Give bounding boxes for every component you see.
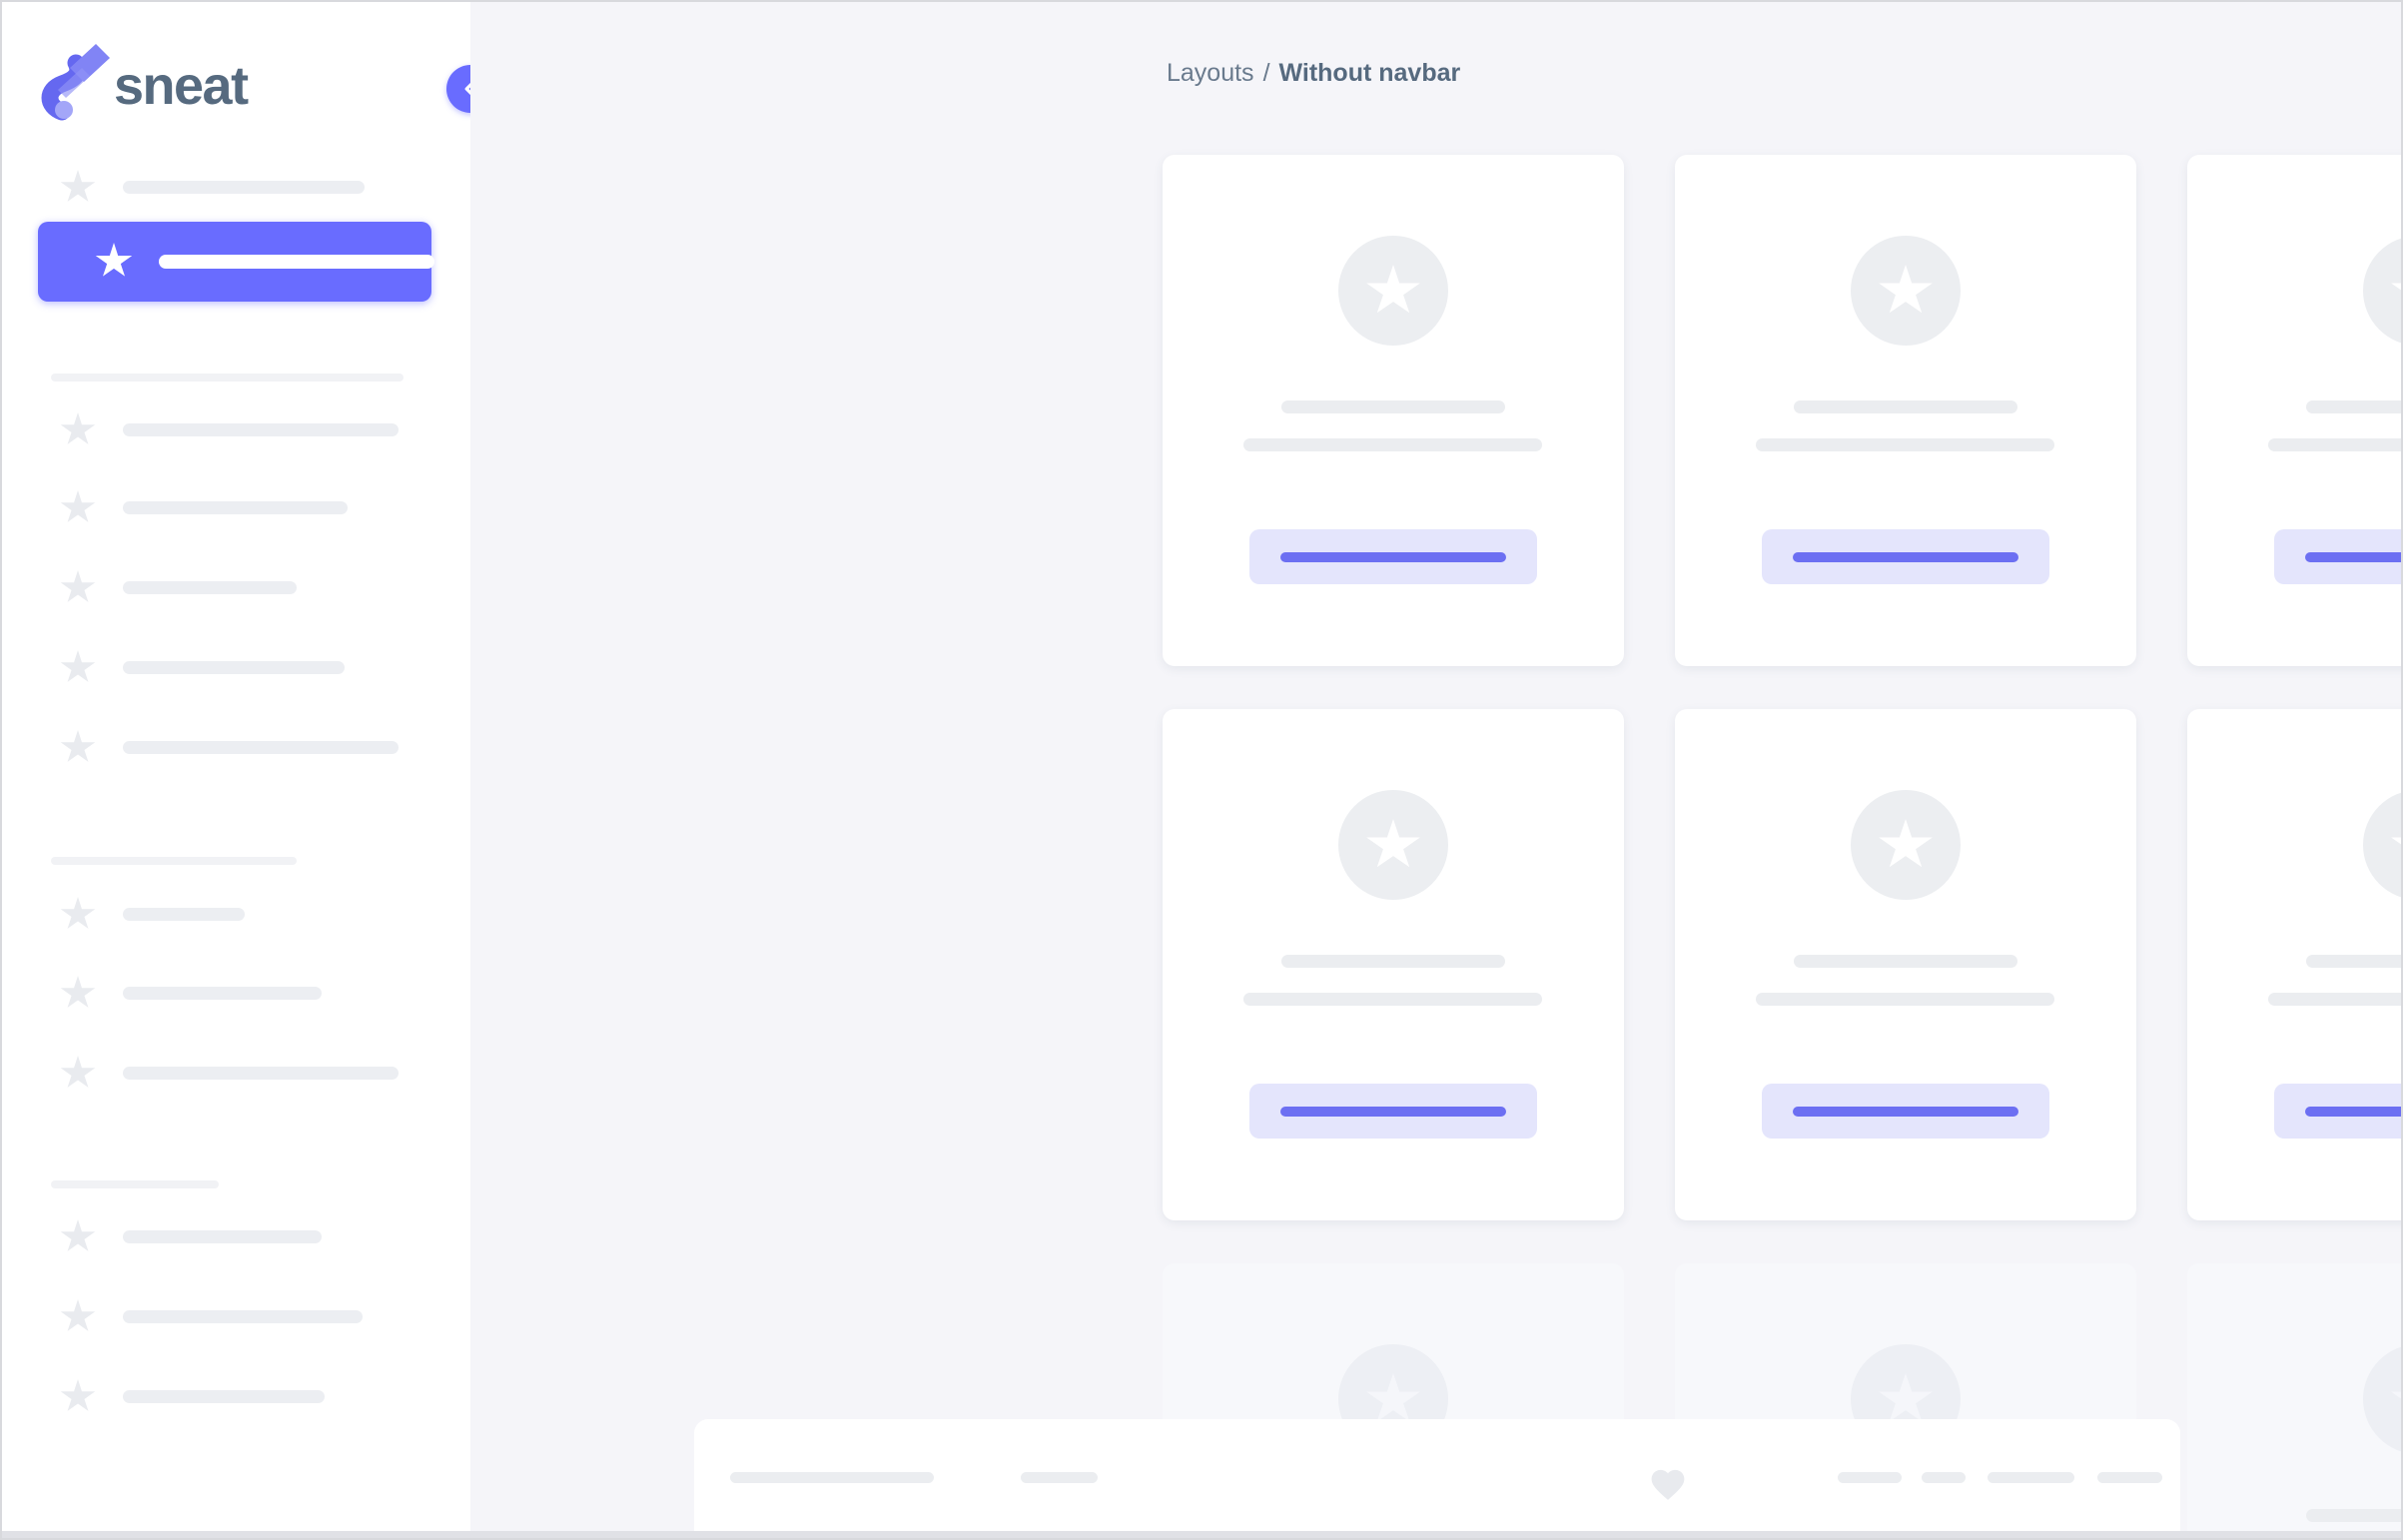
avatar-circle [1851, 236, 1961, 346]
text-line-placeholder [2268, 438, 2401, 451]
text-line-placeholder [1243, 438, 1542, 451]
main-content: Layouts / Without navbar [470, 2, 2401, 1538]
breadcrumb-section-link[interactable]: Layouts [1167, 59, 1254, 87]
footer-link-placeholder [1838, 1472, 1902, 1483]
menu-label-placeholder [123, 1390, 325, 1403]
sidebar: sneat [2, 2, 470, 1531]
placeholder-card [2187, 709, 2401, 1220]
star-icon [60, 976, 96, 1008]
footer-link-placeholder [1988, 1472, 2074, 1483]
menu-section-divider [51, 374, 403, 382]
menu-label-placeholder [123, 741, 399, 754]
button-label-placeholder [1280, 551, 1506, 562]
menu-label-placeholder [123, 1067, 399, 1080]
star-icon [1366, 265, 1420, 314]
avatar-circle [2363, 1344, 2401, 1454]
footer-link-placeholder [1922, 1472, 1966, 1483]
placeholder-card [1163, 155, 1624, 666]
button-label-placeholder [2305, 1106, 2401, 1117]
button-placeholder[interactable] [1762, 1084, 2049, 1139]
menu-label-placeholder [159, 255, 434, 269]
button-label-placeholder [1280, 1106, 1506, 1117]
star-icon [60, 570, 96, 602]
star-icon [60, 490, 96, 522]
avatar-circle [1338, 236, 1448, 346]
footer-text-placeholder [1021, 1472, 1098, 1483]
button-placeholder[interactable] [2274, 1084, 2401, 1139]
menu-label-placeholder [123, 908, 245, 921]
star-icon [2391, 819, 2401, 868]
sidebar-item-active[interactable] [38, 222, 434, 302]
star-icon [60, 730, 96, 762]
breadcrumb-separator: / [1262, 59, 1270, 87]
bottom-strip [2, 1531, 2401, 1538]
menu-label-placeholder [123, 581, 297, 594]
menu-label-placeholder [123, 987, 322, 1000]
footer-text-placeholder [730, 1472, 934, 1483]
placeholder-card [2187, 1263, 2401, 1538]
avatar-circle [2363, 236, 2401, 346]
star-icon [1879, 265, 1933, 314]
text-line-placeholder [1281, 955, 1505, 968]
star-icon [60, 412, 96, 444]
sneat-logo-icon [41, 44, 110, 121]
button-label-placeholder [1793, 551, 2018, 562]
menu-label-placeholder [123, 501, 348, 514]
breadcrumb-current: Without navbar [1278, 59, 1461, 87]
menu-label-placeholder [123, 661, 345, 674]
text-line-placeholder [1756, 438, 2054, 451]
star-icon [1366, 819, 1420, 868]
menu-label-placeholder [123, 423, 399, 436]
avatar-circle [2363, 790, 2401, 900]
placeholder-card [1163, 709, 1624, 1220]
menu-label-placeholder [123, 1230, 322, 1243]
star-icon [60, 1219, 96, 1251]
menu-label-placeholder [123, 181, 365, 194]
button-placeholder[interactable] [1249, 1084, 1537, 1139]
text-line-placeholder [1281, 400, 1505, 413]
page-footer [694, 1419, 2180, 1535]
menu-label-placeholder [123, 1310, 363, 1323]
text-line-placeholder [1794, 400, 2017, 413]
heart-icon [1651, 1469, 1685, 1500]
button-label-placeholder [2305, 551, 2401, 562]
button-placeholder[interactable] [1762, 529, 2049, 584]
star-icon [60, 1299, 96, 1331]
breadcrumb: Layouts / Without navbar [1167, 58, 1460, 88]
app-title: sneat [114, 56, 249, 116]
placeholder-card [2187, 155, 2401, 666]
menu-section-divider [51, 1180, 219, 1188]
text-line-placeholder [1243, 993, 1542, 1006]
star-icon [60, 897, 96, 929]
text-line-placeholder [2306, 955, 2401, 968]
star-icon [2391, 1373, 2401, 1422]
placeholder-card [1675, 155, 2136, 666]
star-icon [95, 243, 133, 277]
menu-section-divider [51, 857, 297, 865]
text-line-placeholder [1794, 955, 2017, 968]
placeholder-card [1675, 709, 2136, 1220]
star-icon [60, 1056, 96, 1088]
text-line-placeholder [2306, 1509, 2401, 1522]
avatar-circle [1851, 790, 1961, 900]
star-icon [60, 650, 96, 682]
text-line-placeholder [2268, 993, 2401, 1006]
button-placeholder[interactable] [2274, 529, 2401, 584]
star-icon [60, 170, 96, 202]
button-placeholder[interactable] [1249, 529, 1537, 584]
app-brand[interactable]: sneat [38, 40, 258, 132]
footer-link-placeholder [2097, 1472, 2162, 1483]
star-icon [2391, 265, 2401, 314]
star-icon [1879, 819, 1933, 868]
avatar-circle [1338, 790, 1448, 900]
text-line-placeholder [1756, 993, 2054, 1006]
button-label-placeholder [1793, 1106, 2018, 1117]
star-icon [60, 1379, 96, 1411]
text-line-placeholder [2306, 400, 2401, 413]
sidebar-menu [2, 2, 470, 1531]
